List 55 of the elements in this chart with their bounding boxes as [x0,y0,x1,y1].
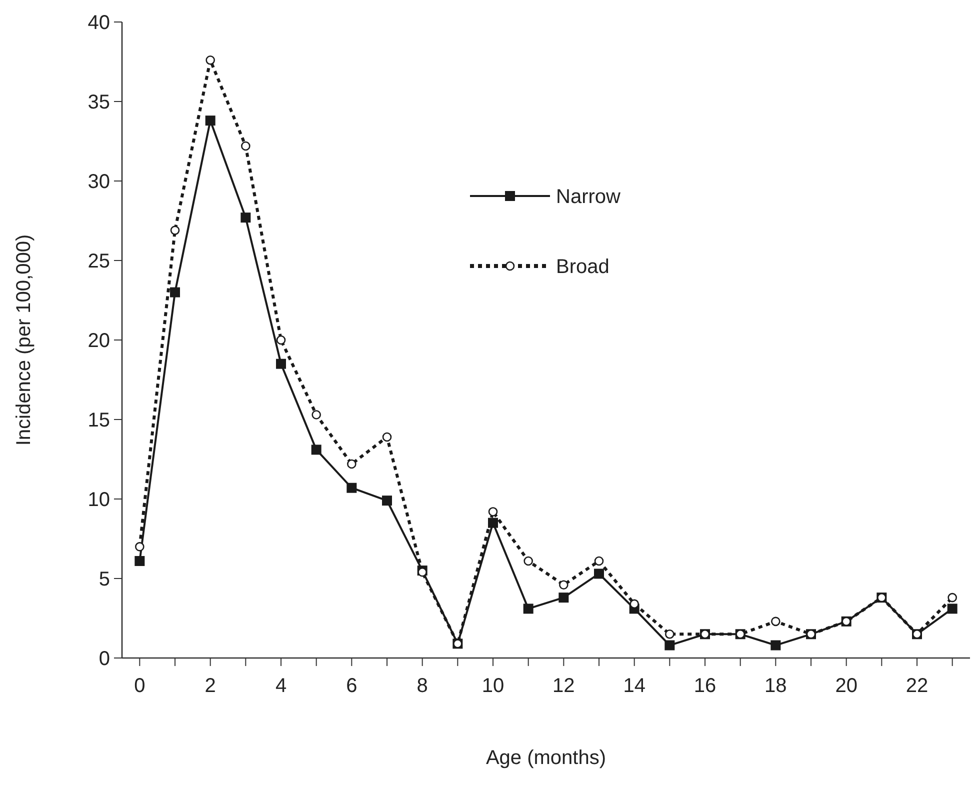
point [382,432,392,442]
point [947,604,958,614]
point [665,630,674,639]
legend-label: Narrow [556,186,622,208]
x-tick-label: 12 [552,675,575,697]
y-tick-label: 25 [88,250,110,272]
x-tick-label: 2 [204,675,216,697]
point [558,592,569,603]
point [523,604,534,614]
point [170,226,180,235]
point [771,616,780,626]
x-tick-label: 4 [275,675,287,697]
point [276,335,286,345]
x-axis-title: Age (months) [486,747,606,769]
x-tick-label: 22 [906,675,928,697]
point [347,459,356,469]
point [134,556,145,566]
point [346,482,357,493]
y-tick-label: 15 [88,410,110,432]
point [170,287,180,298]
y-tick-label: 40 [88,12,110,34]
point [205,116,216,126]
x-tick-label: 20 [835,675,858,697]
x-tick-label: 16 [694,675,716,697]
point [240,212,251,223]
point [948,592,957,602]
point [311,444,322,455]
point [241,141,250,151]
x-tick-label: 6 [346,675,358,697]
point [594,568,604,579]
point [630,599,639,609]
legend-label: Broad [556,256,610,278]
point [559,580,568,590]
point [312,410,321,420]
y-tick-label: 10 [88,489,110,511]
x-tick-label: 18 [764,675,787,697]
x-tick-label: 0 [134,675,146,697]
point [276,358,286,369]
y-tick-label: 0 [98,648,110,670]
point [664,640,675,650]
point [382,496,392,506]
point [488,507,498,516]
x-tick-label: 14 [623,675,646,697]
point [524,556,533,566]
point [594,556,604,566]
point [206,56,215,65]
y-tick-label: 5 [98,568,110,590]
y-axis-title: Incidence (per 100,000) [13,234,35,446]
x-tick-label: 10 [482,675,504,697]
y-tick-label: 30 [88,171,110,193]
y-tick-label: 20 [88,330,110,352]
point [135,542,144,552]
point [770,640,781,650]
y-tick-label: 35 [88,92,110,114]
x-tick-label: 8 [416,675,428,697]
